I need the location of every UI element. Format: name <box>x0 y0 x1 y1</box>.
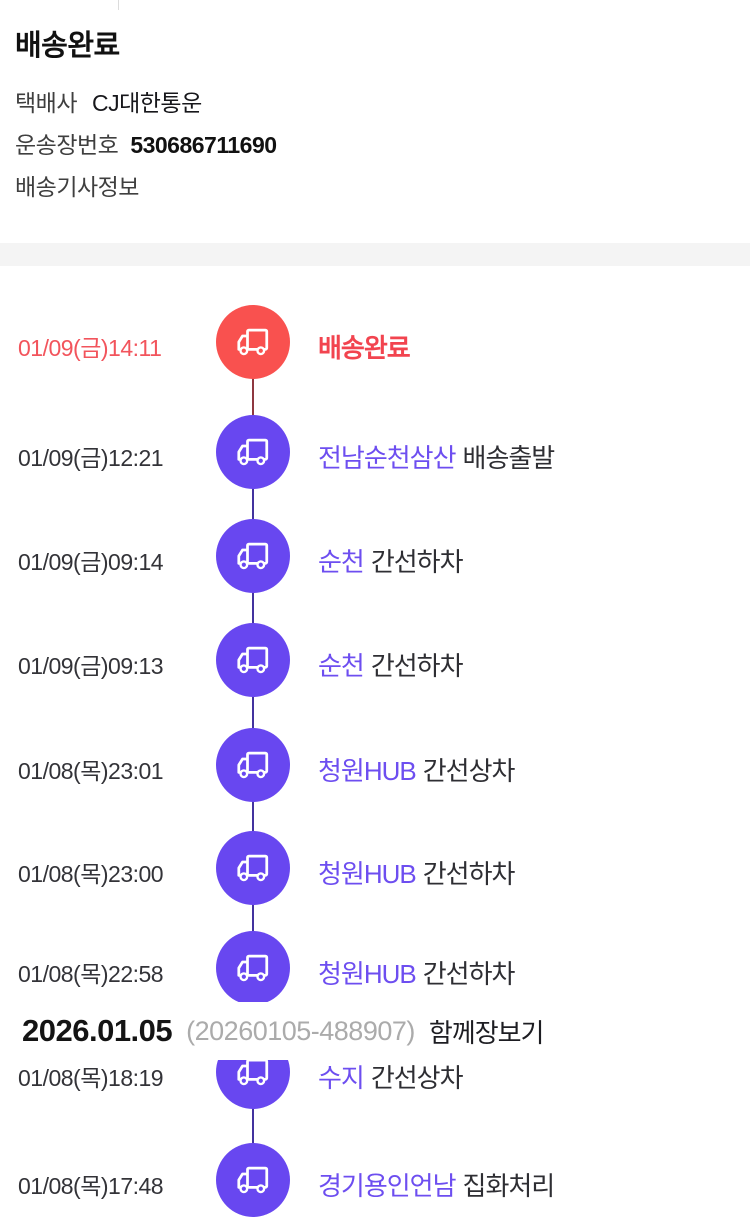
timeline-node <box>216 623 290 697</box>
timeline-row-action: 간선상차 <box>422 756 516 786</box>
delivery-status-title: 배송완료 <box>15 30 120 62</box>
timeline-row-location: 경기용인언남 <box>318 1171 457 1201</box>
truck-icon <box>237 751 269 779</box>
timeline-row-datetime: 01/08(목)17:48 <box>18 1173 164 1199</box>
timeline-row-location: 청원HUB <box>318 959 417 989</box>
tracking-number-label: 운송장번호 <box>15 132 119 158</box>
timeline-row-status: 순천 간선하차 <box>318 646 464 683</box>
timeline-row-location: 청원HUB <box>318 859 417 889</box>
timeline-row-datetime: 01/09(금)09:14 <box>18 549 164 575</box>
timeline-row-status: 청원HUB 간선상차 <box>318 751 516 788</box>
timeline-row-action: 배송완료 <box>318 333 411 363</box>
timeline-row-datetime: 01/08(목)23:00 <box>18 861 164 887</box>
timeline-row-datetime: 01/09(금)14:11 <box>18 335 162 361</box>
timeline-row-action: 간선하차 <box>422 959 516 989</box>
timeline-row-datetime: 01/08(목)18:19 <box>18 1065 164 1091</box>
order-number: (20260105-488907) <box>186 1015 415 1046</box>
timeline-row-action: 배송출발 <box>462 443 556 473</box>
courier-value: CJ대한통운 <box>91 90 202 116</box>
timeline-row-location: 순천 <box>318 651 365 681</box>
truck-icon <box>237 1166 269 1194</box>
connector-line-transit <box>252 452 254 1180</box>
timeline-row-location: 수지 <box>318 1063 365 1093</box>
timeline-node <box>216 1143 290 1217</box>
timeline-node <box>216 728 290 802</box>
truck-icon <box>237 954 269 982</box>
courier-label: 택배사 <box>15 90 77 116</box>
timeline-row-status: 청원HUB 간선하차 <box>318 854 516 891</box>
truck-icon <box>237 438 269 466</box>
driver-info-link[interactable]: 배송기사정보 <box>15 174 139 200</box>
order-date: 2026.01.05 <box>22 1013 173 1048</box>
timeline-row-datetime: 01/08(목)22:58 <box>18 961 164 987</box>
timeline-row-status: 순천 간선하차 <box>318 542 464 579</box>
timeline-node <box>216 831 290 905</box>
timeline-row-datetime: 01/09(금)12:21 <box>18 445 164 471</box>
section-divider <box>0 243 750 266</box>
truck-icon <box>237 1058 269 1086</box>
timeline-row-location: 전남순천삼산 <box>318 443 457 473</box>
tracking-number-value: 530686711690 <box>130 132 277 158</box>
timeline-row-status: 경기용인언남 집화처리 <box>318 1166 556 1203</box>
timeline-row-status: 청원HUB 간선하차 <box>318 954 516 991</box>
timeline-row-status: 배송완료 <box>318 328 411 365</box>
timeline-row-location: 순천 <box>318 547 365 577</box>
courier-row: 택배사 CJ대한통운 <box>15 84 202 118</box>
timeline-row-action: 간선하차 <box>370 547 464 577</box>
timeline-row-action: 집화처리 <box>462 1171 556 1201</box>
tracking-summary-header: 배송완료 택배사 CJ대한통운 운송장번호 530686711690 배송기사정보 <box>0 0 750 243</box>
sticky-date-header: 2026.01.05 (20260105-488907) 함께장보기 <box>0 1002 750 1060</box>
timeline-node <box>216 305 290 379</box>
timeline-node <box>216 931 290 1005</box>
scroll-edge-artifact <box>118 0 119 10</box>
truck-icon <box>237 542 269 570</box>
tracking-timeline: 01/09(금)14:11 배송완료 01/09(금)12:21 전남순천삼산 배… <box>0 266 750 1217</box>
tracking-number-row: 운송장번호 530686711690 <box>15 126 277 160</box>
timeline-row-action: 간선상차 <box>370 1063 464 1093</box>
shop-together-link[interactable]: 함께장보기 <box>428 1017 545 1048</box>
timeline-node <box>216 415 290 489</box>
timeline-row-action: 간선하차 <box>422 859 516 889</box>
timeline-row-datetime: 01/08(목)23:01 <box>18 758 164 784</box>
timeline-row-status: 수지 간선상차 <box>318 1058 464 1095</box>
timeline-row-datetime: 01/09(금)09:13 <box>18 653 164 679</box>
timeline-row-location: 청원HUB <box>318 756 417 786</box>
timeline-row-status: 전남순천삼산 배송출발 <box>318 438 556 475</box>
timeline-row-action: 간선하차 <box>370 651 464 681</box>
truck-icon <box>237 646 269 674</box>
truck-icon <box>237 854 269 882</box>
timeline-node <box>216 519 290 593</box>
truck-icon <box>237 328 269 356</box>
connector-line-delivered <box>252 342 254 452</box>
